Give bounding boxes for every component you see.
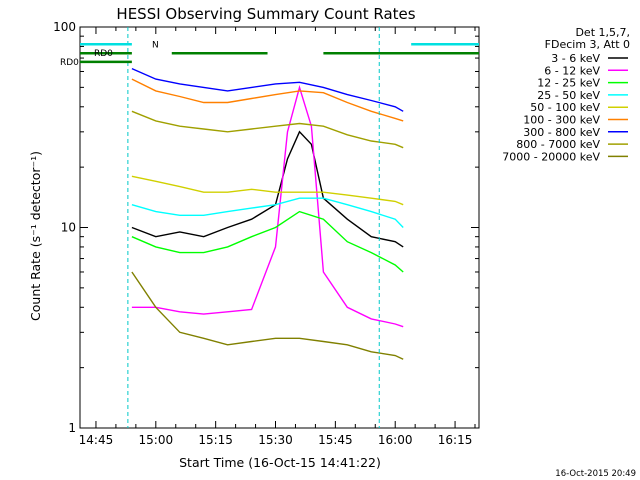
legend-label-2: 12 - 25 keV [537, 77, 600, 90]
x-tick-label: 15:00 [139, 433, 174, 447]
legend-label-7: 800 - 7000 keV [516, 138, 600, 151]
legend-label-0: 3 - 6 keV [551, 52, 600, 65]
legend-label-8: 7000 - 20000 keV [502, 150, 600, 163]
rdo-label: RD0 [94, 49, 113, 59]
series-line-1 [131, 84, 404, 328]
y-axis-label: Count Rate (s⁻¹ detector⁻¹) [28, 151, 43, 321]
legend-label-1: 6 - 12 keV [544, 64, 600, 77]
series-line-5 [131, 78, 404, 122]
plot-frame [79, 26, 480, 429]
series-line-6 [131, 67, 404, 112]
chart-title: HESSI Observing Summary Count Rates [116, 5, 415, 23]
series-line-3 [131, 197, 404, 228]
n-label: N [152, 40, 159, 50]
series-line-0 [131, 130, 404, 248]
y-tick-label: 10 [61, 221, 76, 235]
footer-timestamp: 16-Oct-2015 20:49 [555, 469, 636, 479]
rdo-label-2: RD0 [60, 58, 79, 68]
x-tick-label: 15:45 [318, 433, 353, 447]
legend-label-5: 100 - 300 keV [523, 114, 600, 127]
y-tick-label: 100 [53, 20, 76, 34]
series-line-2 [131, 210, 404, 273]
legend-header: Det 1,5,7, [575, 26, 630, 39]
series-line-7 [131, 110, 404, 149]
legend-label-4: 50 - 100 keV [530, 101, 600, 114]
series-line-4 [131, 175, 404, 206]
x-axis-label: Start Time (16-Oct-15 14:41:22) [179, 455, 381, 470]
x-tick-label: 14:45 [79, 433, 114, 447]
x-tick-label: 15:15 [198, 433, 233, 447]
x-tick-label: 15:30 [258, 433, 293, 447]
legend-header: FDecim 3, Att 0 [545, 38, 630, 51]
legend-label-6: 300 - 800 keV [523, 126, 600, 139]
y-tick-label: 1 [68, 421, 76, 435]
series-line-8 [131, 271, 404, 360]
legend-label-3: 25 - 50 keV [537, 89, 600, 102]
x-tick-label: 16:00 [378, 433, 413, 447]
x-tick-label: 16:15 [438, 433, 473, 447]
